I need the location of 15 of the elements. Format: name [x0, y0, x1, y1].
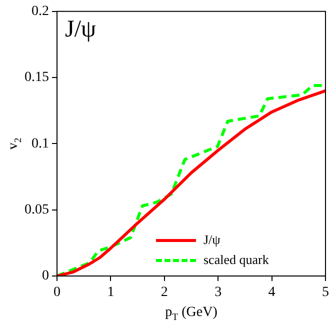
y-axis-title: v2: [6, 138, 24, 150]
x-tick-label: 4: [268, 285, 276, 300]
x-tick-label: 1: [107, 285, 114, 300]
x-tick-label: 0: [54, 285, 60, 300]
x-tick-label: 2: [160, 285, 168, 300]
y-tick-label: 0.1: [32, 136, 49, 152]
chart-title: J/ψ: [65, 16, 96, 42]
y-tick-label: 0.05: [24, 202, 49, 218]
x-tick-label: 3: [214, 285, 222, 300]
y-tick-label: 0: [42, 268, 49, 284]
y-tick-label: 0.15: [24, 70, 49, 86]
legend-label: scaled quark: [204, 252, 269, 268]
y-tick-label: 0.2: [32, 4, 49, 20]
legend-label: J/ψ: [204, 232, 220, 248]
x-tick-label: 5: [322, 285, 329, 300]
